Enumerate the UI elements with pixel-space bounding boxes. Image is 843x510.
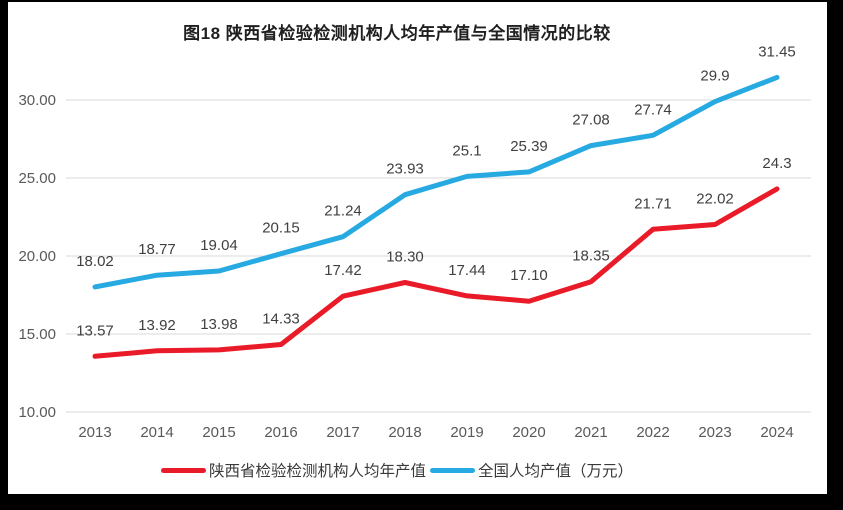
legend-item-national: 全国人均产值（万元） [430, 459, 633, 481]
chart-title: 图18 陕西省检验检测机构人均年产值与全国情况的比较 [183, 24, 611, 43]
legend-label-national: 全国人均产值（万元） [478, 463, 634, 480]
legend-label-shaanxi: 陕西省检验检测机构人均年产值 [208, 463, 426, 480]
legend-line-swatch-red [160, 467, 206, 473]
chart-background [8, 2, 827, 494]
legend-line-swatch-blue [430, 467, 475, 473]
legend-item-shaanxi: 陕西省检验检测机构人均年产值 [160, 459, 426, 481]
chart-legend: 陕西省检验检测机构人均年产值 全国人均产值（万元） [8, 459, 786, 481]
